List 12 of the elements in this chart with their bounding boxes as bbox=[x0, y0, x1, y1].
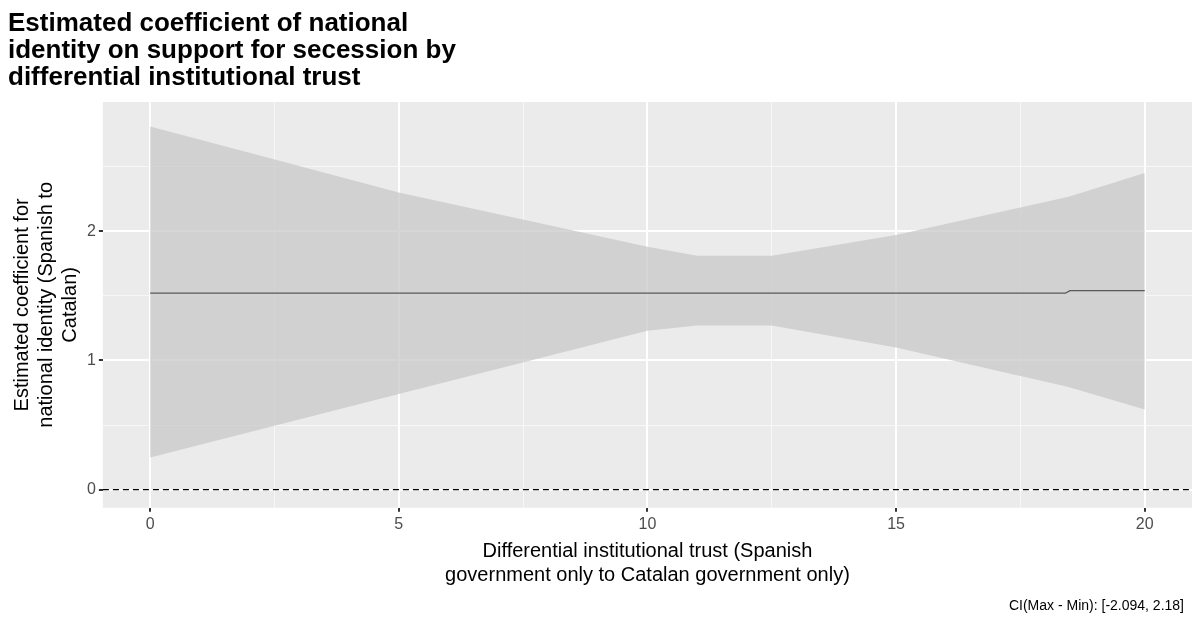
y-axis-title: Estimated coefficient for national identity (Spanish to Catalan) bbox=[9, 181, 80, 428]
x-tick-label: 0 bbox=[145, 514, 155, 532]
x-tick-label: 10 bbox=[638, 514, 657, 532]
y-tick-label: 1 bbox=[86, 350, 96, 368]
chart-title: Estimated coefficient of national identity on support for secession by differential institutional trust bbox=[8, 6, 457, 92]
x-tick-label: 5 bbox=[394, 514, 404, 532]
y-tick-label: 2 bbox=[86, 221, 96, 239]
text: CI(Max - Min): [-2.094, 2.18] bbox=[1008, 596, 1184, 613]
y-tick-label: 0 bbox=[86, 480, 96, 498]
x-axis-title: Differential institutional trust (Spanish government only to Catalan government only) bbox=[445, 538, 850, 585]
x-tick-label: 15 bbox=[887, 514, 906, 532]
x-tick-label: 20 bbox=[1135, 514, 1154, 532]
